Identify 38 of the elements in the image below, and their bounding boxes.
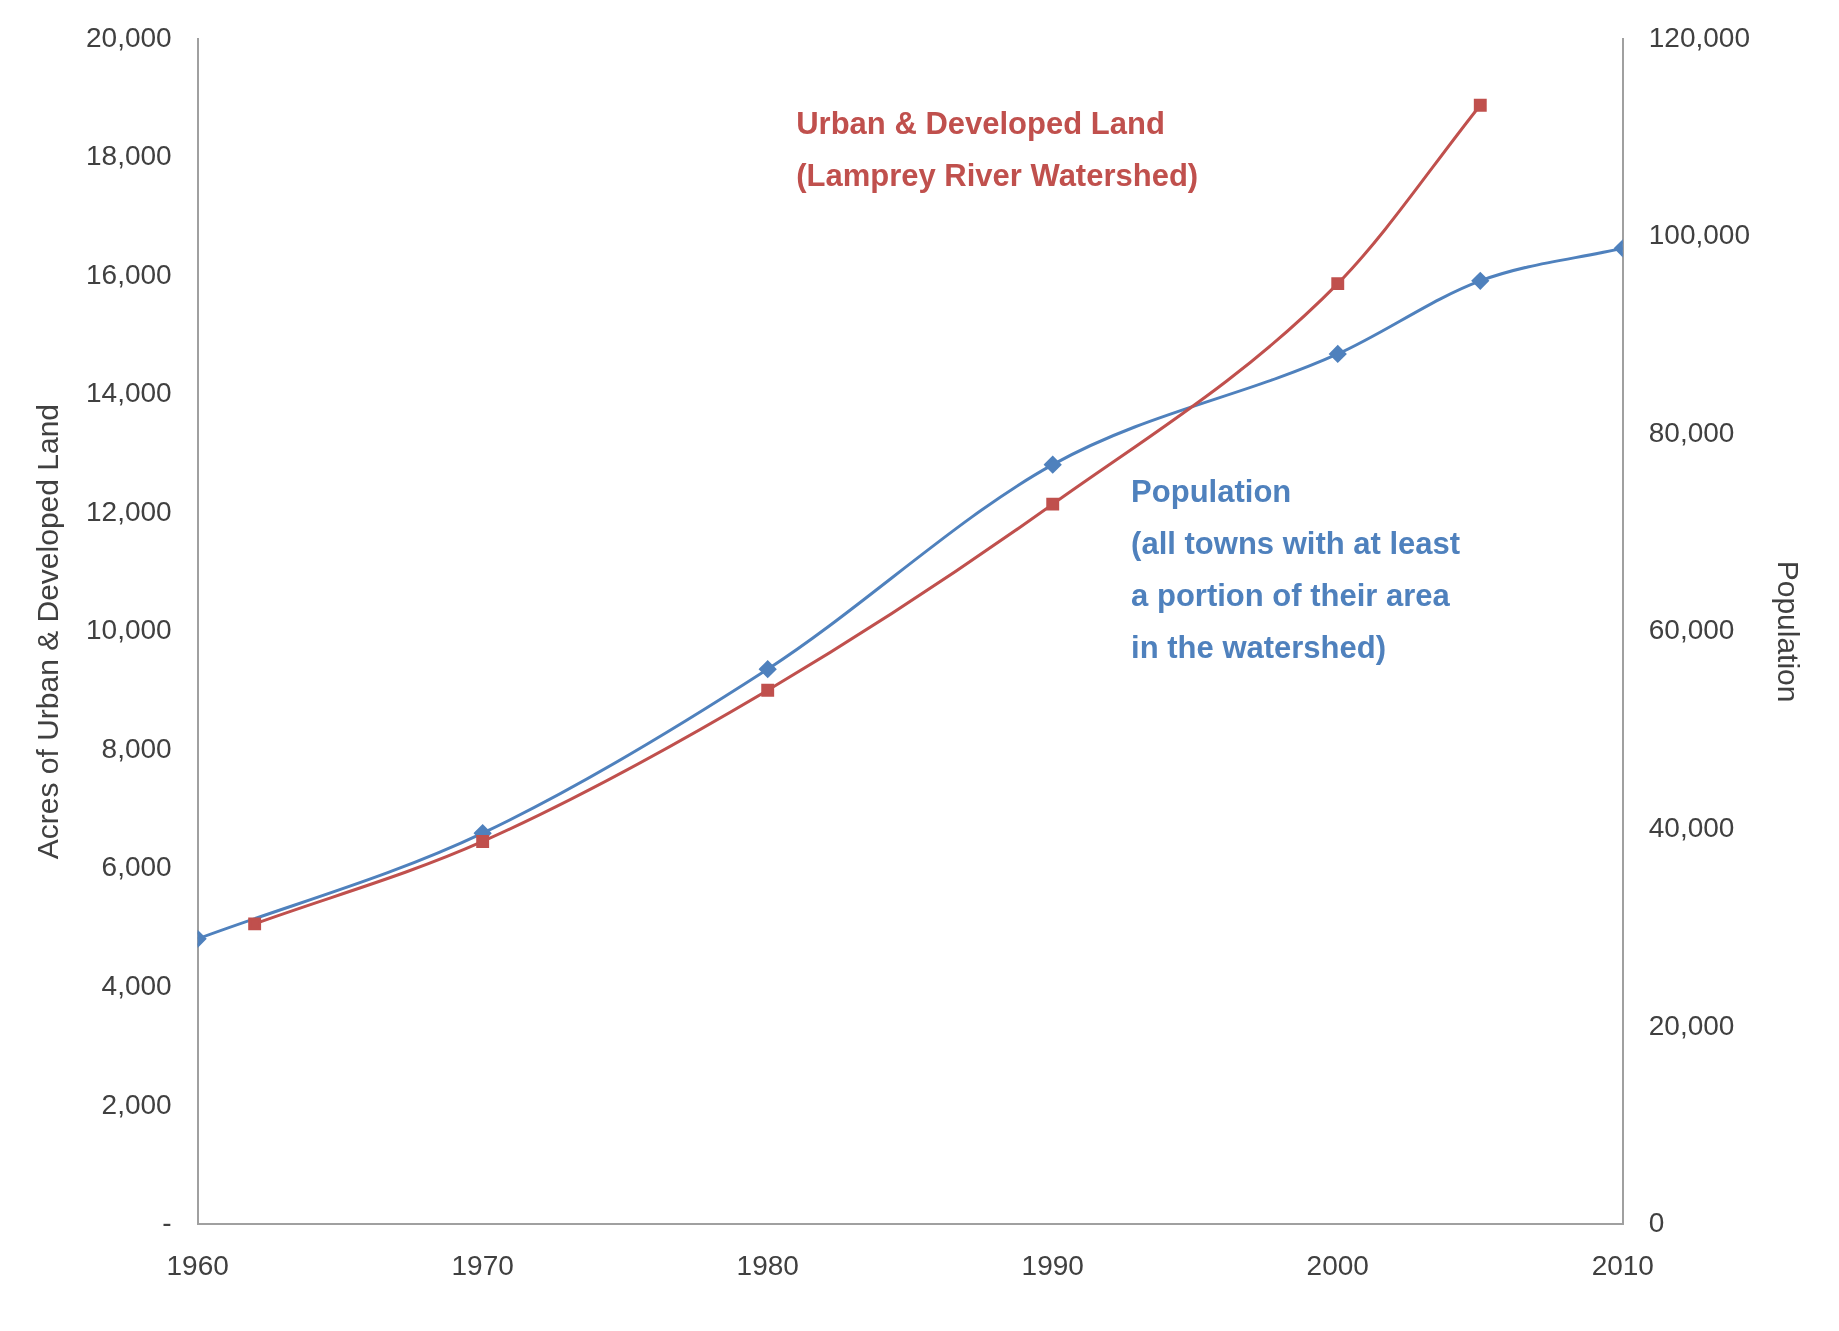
series-label: Population (all towns with at least a portion of their area in the watershed) <box>1131 473 1461 665</box>
y-tick-label: 8,000 <box>101 732 172 764</box>
point <box>1331 277 1345 291</box>
x-tick-label: 1980 <box>736 1249 799 1281</box>
y-tick-label: 16,000 <box>86 258 172 290</box>
y-tick-label: 14,000 <box>86 377 172 409</box>
text: Urban & Developed Land (Lamprey River Watershed) <box>796 105 1199 193</box>
x-tick-label: 1960 <box>166 1249 229 1281</box>
y2-tick-label: 80,000 <box>1648 416 1735 448</box>
y2-tick-label: 120,000 <box>1648 21 1751 53</box>
point <box>759 660 777 678</box>
y-tick-label: - <box>162 1207 172 1239</box>
y2-tick-label: 0 <box>1648 1207 1665 1239</box>
point <box>1044 456 1062 474</box>
point <box>1046 497 1060 511</box>
y-tick-label: 18,000 <box>86 140 172 172</box>
x-tick-label: 2010 <box>1591 1249 1654 1281</box>
point <box>1329 345 1347 363</box>
x-tick-label: 2000 <box>1306 1249 1369 1281</box>
x-tick-label: 1990 <box>1021 1249 1084 1281</box>
y-tick-label: 12,000 <box>86 495 172 527</box>
point <box>476 835 490 848</box>
point <box>1471 272 1489 290</box>
y2-tick-label: 20,000 <box>1648 1009 1735 1041</box>
y2-tick-label: 100,000 <box>1648 219 1751 251</box>
point <box>1473 98 1487 112</box>
y-tick-label: 20,000 <box>86 21 172 53</box>
x-tick-label: 1970 <box>451 1249 514 1281</box>
y-tick-label: 10,000 <box>86 614 172 646</box>
point <box>248 917 262 931</box>
y2-tick-label: 40,000 <box>1648 811 1735 843</box>
y-tick-label: 4,000 <box>101 970 172 1001</box>
point <box>761 683 775 697</box>
y-tick-label: 2,000 <box>101 1088 172 1120</box>
y-tick-label: 6,000 <box>101 851 172 883</box>
y2-tick-label: 60,000 <box>1648 614 1735 646</box>
y-axis-title: Acres of Urban & Developed Land <box>31 403 65 860</box>
y2-axis-title: Population <box>1771 560 1805 703</box>
